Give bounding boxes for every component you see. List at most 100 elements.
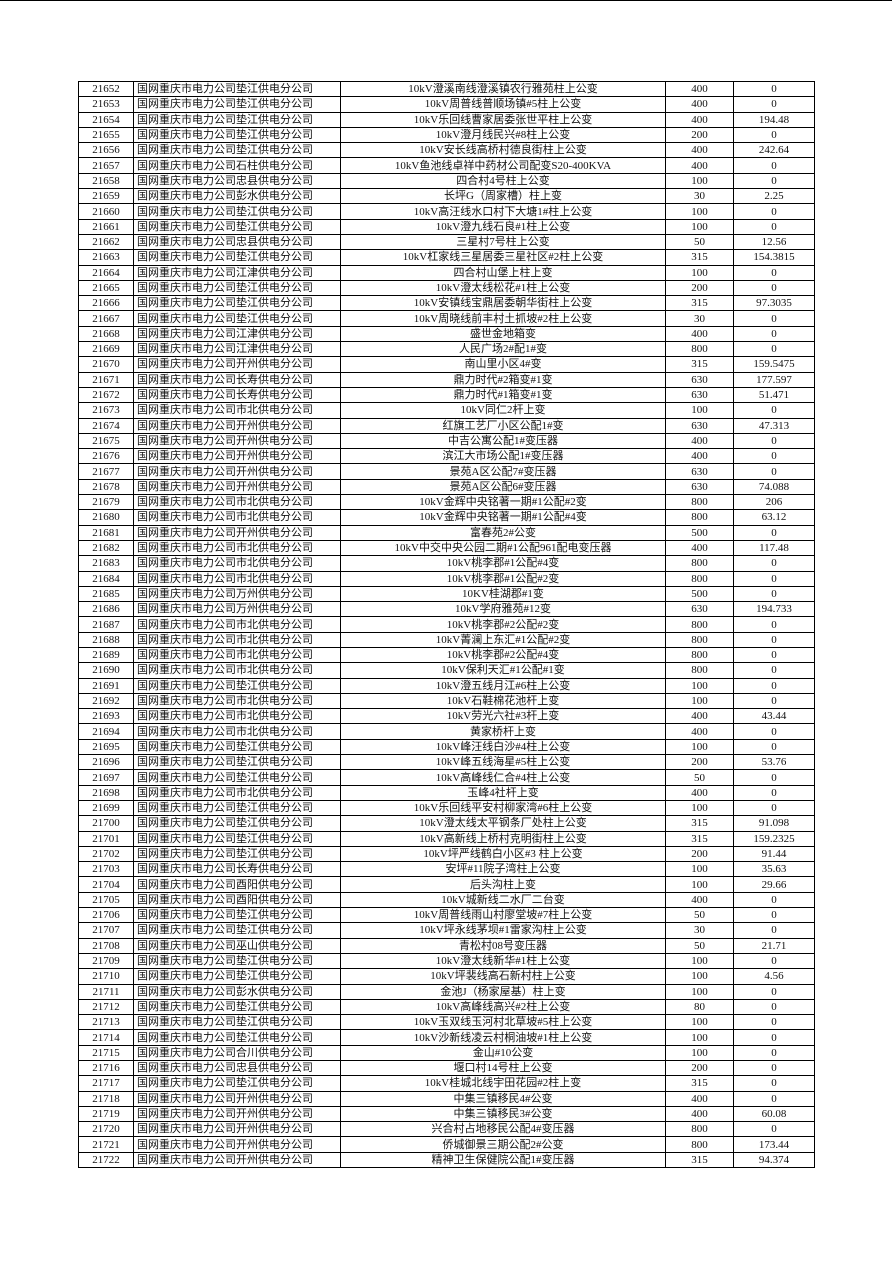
cell-transformer-name: 精神卫生保健院公配1#变压器: [340, 1151, 666, 1169]
table-row: 21661 国网重庆市电力公司垫江供电分公司 10kV澄九线石良#1柱上公变 100 0: [78, 218, 815, 235]
cell-row-id: 21689: [78, 646, 134, 664]
cell-row-id: 21714: [78, 1029, 134, 1046]
cell-transformer-name: 10KV桂湖郡#1变: [340, 585, 666, 603]
cell-capacity: 630: [665, 463, 734, 480]
cell-company: 国网重庆市电力公司垫江供电分公司: [133, 203, 341, 220]
cell-company: 国网重庆市电力公司市北供电分公司: [133, 708, 341, 725]
table-row: 21714 国网重庆市电力公司垫江供电分公司 10kV沙新线凌云村桐油坡#1柱上公变…: [78, 1029, 815, 1046]
cell-row-id: 21710: [78, 968, 134, 985]
cell-value: 0: [733, 646, 815, 664]
table-row: 21683 国网重庆市电力公司市北供电分公司 10kV桃李郡#1公配#4变 800 0: [78, 555, 815, 572]
cell-capacity: 200: [665, 1059, 734, 1077]
cell-company: 国网重庆市电力公司垫江供电分公司: [133, 295, 341, 312]
cell-row-id: 21668: [78, 325, 134, 343]
table-row: 21713 国网重庆市电力公司垫江供电分公司 10kV玉双线玉河村北草坡#5柱上公变…: [78, 1014, 815, 1031]
cell-row-id: 21672: [78, 386, 134, 404]
cell-capacity: 315: [665, 295, 734, 312]
table-row: 21708 国网重庆市电力公司巫山供电分公司 青松村08号变压器 50 21.71: [78, 937, 815, 954]
cell-company: 国网重庆市电力公司长寿供电分公司: [133, 386, 341, 404]
cell-transformer-name: 10kV金辉中央铭著一期#1公配#2变: [340, 494, 666, 511]
cell-capacity: 100: [665, 402, 734, 419]
cell-company: 国网重庆市电力公司忠县供电分公司: [133, 233, 341, 251]
cell-value: 0: [733, 555, 815, 572]
cell-transformer-name: 10kV澄九线石良#1柱上公变: [340, 218, 666, 235]
table-row: 21687 国网重庆市电力公司市北供电分公司 10kV桃李郡#2公配#2变 800 0: [78, 616, 815, 633]
cell-transformer-name: 人民广场2#配1#变: [340, 341, 666, 358]
cell-company: 国网重庆市电力公司垫江供电分公司: [133, 754, 341, 771]
cell-value: 97.3035: [733, 295, 815, 312]
cell-value: 0: [733, 662, 815, 679]
cell-row-id: 21676: [78, 448, 134, 465]
table-row: 21711 国网重庆市电力公司彭水供电分公司 金池J（杨家屋基）柱上变 100 0: [78, 983, 815, 1000]
cell-company: 国网重庆市电力公司忠县供电分公司: [133, 1059, 341, 1077]
cell-transformer-name: 长坪G（周家槽）柱上变: [340, 188, 666, 205]
cell-value: 0: [733, 723, 815, 740]
cell-capacity: 630: [665, 478, 734, 496]
cell-transformer-name: 中集三镇移民4#公变: [340, 1090, 666, 1107]
cell-value: 0: [733, 1121, 815, 1138]
cell-company: 国网重庆市电力公司垫江供电分公司: [133, 677, 341, 694]
cell-company: 国网重庆市电力公司市北供电分公司: [133, 494, 341, 511]
table-row: 21693 国网重庆市电力公司市北供电分公司 10kV劳光六社#3杆上变 400 43.…: [78, 708, 815, 725]
table-row: 21694 国网重庆市电力公司市北供电分公司 黄家桥杆上变 400 0: [78, 723, 815, 740]
table-row: 21717 国网重庆市电力公司垫江供电分公司 10kV桂城北线宇田花园#2柱上变 31…: [78, 1075, 815, 1092]
table-row: 21707 国网重庆市电力公司垫江供电分公司 10kV坪永线茅坝#1雷家沟柱上公变 3…: [78, 922, 815, 939]
table-row: 21720 国网重庆市电力公司开州供电分公司 兴合村占地移民公配4#变压器 800 0: [78, 1121, 815, 1138]
cell-row-id: 21664: [78, 264, 134, 281]
cell-capacity: 30: [665, 310, 734, 327]
cell-row-id: 21683: [78, 555, 134, 572]
cell-transformer-name: 10kV中交中央公园二期#1公配961配电变压器: [340, 539, 666, 557]
cell-company: 国网重庆市电力公司酉阳供电分公司: [133, 891, 341, 909]
table-row: 21678 国网重庆市电力公司开州供电分公司 景苑A区公配6#变压器 630 74.08…: [78, 478, 815, 496]
cell-company: 国网重庆市电力公司垫江供电分公司: [133, 310, 341, 327]
cell-transformer-name: 堰口村14号柱上公变: [340, 1059, 666, 1077]
cell-transformer-name: 10kV澄太线松花#1柱上公变: [340, 279, 666, 297]
table-row: 21657 国网重庆市电力公司石柱供电分公司 10kV鱼池线卓祥中药材公司配变S20…: [78, 157, 815, 174]
cell-value: 159.5475: [733, 356, 815, 373]
cell-capacity: 630: [665, 417, 734, 434]
cell-transformer-name: 10kV坪永线茅坝#1雷家沟柱上公变: [340, 922, 666, 939]
cell-transformer-name: 10kV安长线高桥村德良街柱上公变: [340, 142, 666, 159]
table-row: 21669 国网重庆市电力公司江津供电分公司 人民广场2#配1#变 800 0: [78, 341, 815, 358]
cell-company: 国网重庆市电力公司市北供电分公司: [133, 723, 341, 740]
cell-capacity: 400: [665, 96, 734, 113]
cell-row-id: 21674: [78, 417, 134, 434]
cell-company: 国网重庆市电力公司巫山供电分公司: [133, 937, 341, 954]
cell-capacity: 315: [665, 1151, 734, 1169]
cell-row-id: 21685: [78, 585, 134, 603]
table-row: 21679 国网重庆市电力公司市北供电分公司 10kV金辉中央铭著一期#1公配#2变…: [78, 494, 815, 511]
cell-transformer-name: 10kV乐回线平安村柳家湾#6柱上公变: [340, 799, 666, 817]
cell-company: 国网重庆市电力公司长寿供电分公司: [133, 371, 341, 388]
cell-company: 国网重庆市电力公司开州供电分公司: [133, 1121, 341, 1138]
table-row: 21675 国网重庆市电力公司开州供电分公司 中吉公寓公配1#变压器 400 0: [78, 432, 815, 450]
cell-capacity: 200: [665, 845, 734, 863]
table-row: 21706 国网重庆市电力公司垫江供电分公司 10kV周普线雨山村廖堂坡#7柱上公变…: [78, 907, 815, 924]
cell-capacity: 800: [665, 555, 734, 572]
cell-transformer-name: 中集三镇移民3#公变: [340, 1105, 666, 1123]
table-row: 21655 国网重庆市电力公司垫江供电分公司 10kV澄月线民兴#8柱上公变 200 0: [78, 126, 815, 144]
cell-company: 国网重庆市电力公司市北供电分公司: [133, 616, 341, 633]
table-row: 21712 国网重庆市电力公司垫江供电分公司 10kV高峰线高兴#2柱上公变 80 0: [78, 998, 815, 1016]
cell-transformer-name: 10kV高峰线高兴#2柱上公变: [340, 998, 666, 1016]
cell-company: 国网重庆市电力公司市北供电分公司: [133, 539, 341, 557]
cell-value: 0: [733, 203, 815, 220]
cell-transformer-name: 盛世金地箱变: [340, 325, 666, 343]
cell-value: 0: [733, 784, 815, 801]
cell-capacity: 315: [665, 815, 734, 832]
table-row: 21698 国网重庆市电力公司市北供电分公司 玉峰4社杆上变 400 0: [78, 784, 815, 801]
cell-transformer-name: 金山#10公变: [340, 1044, 666, 1062]
cell-value: 63.12: [733, 509, 815, 526]
cell-row-id: 21654: [78, 111, 134, 128]
cell-value: 0: [733, 922, 815, 939]
cell-row-id: 21688: [78, 631, 134, 648]
cell-value: 0: [733, 432, 815, 450]
cell-transformer-name: 10kV峰汪线白沙#4柱上公变: [340, 738, 666, 756]
cell-row-id: 21711: [78, 983, 134, 1000]
table-row: 21704 国网重庆市电力公司酉阳供电分公司 后头沟柱上变 100 29.66: [78, 876, 815, 893]
table-row: 21662 国网重庆市电力公司忠县供电分公司 三星村7号柱上公变 50 12.56: [78, 233, 815, 251]
table-row: 21716 国网重庆市电力公司忠县供电分公司 堰口村14号柱上公变 200 0: [78, 1059, 815, 1077]
cell-transformer-name: 10kV鱼池线卓祥中药材公司配变S20-400KVA: [340, 157, 666, 174]
table-row: 21688 国网重庆市电力公司市北供电分公司 10kV菁澜上东汇#1公配#2变 800…: [78, 631, 815, 648]
table-row: 21682 国网重庆市电力公司市北供电分公司 10kV中交中央公园二期#1公配961…: [78, 539, 815, 557]
cell-value: 0: [733, 264, 815, 281]
